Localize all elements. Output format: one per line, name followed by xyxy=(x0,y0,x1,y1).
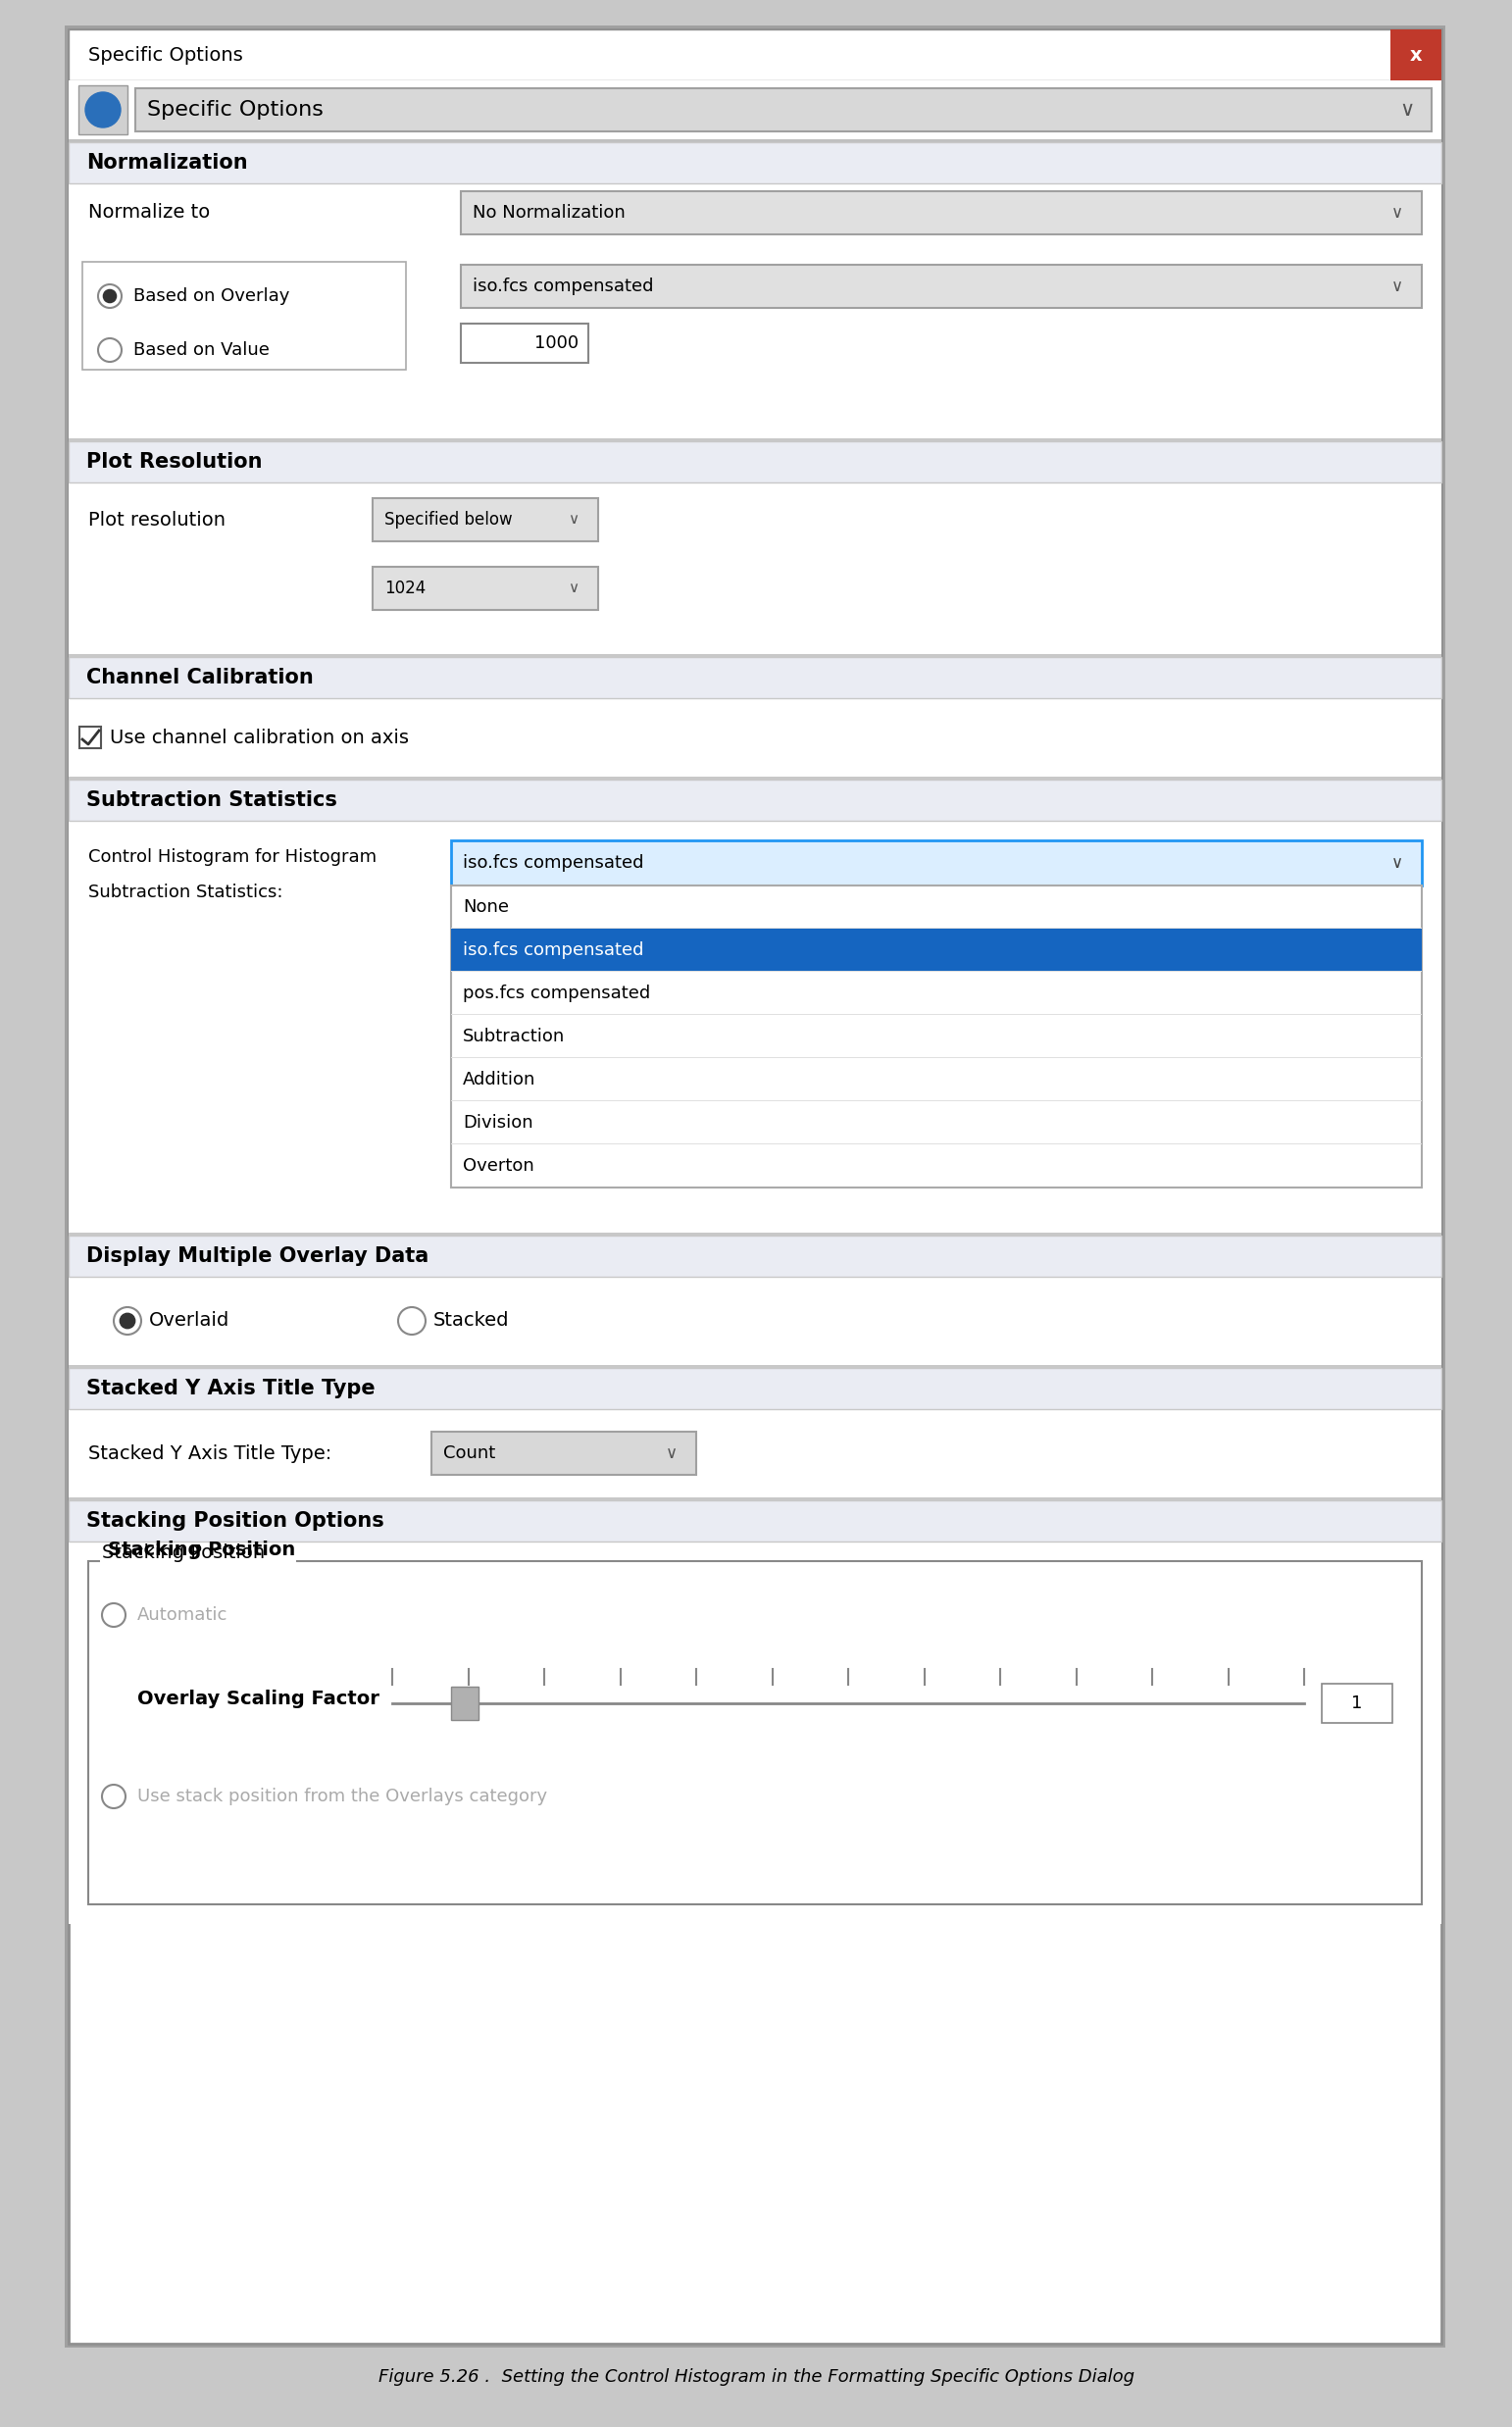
Bar xyxy=(68,653,1441,658)
Bar xyxy=(68,483,1441,653)
Bar xyxy=(68,1497,1441,1500)
Text: Addition: Addition xyxy=(463,1070,535,1087)
Text: Division: Division xyxy=(463,1114,534,1131)
Text: Specific Options: Specific Options xyxy=(88,46,243,63)
Bar xyxy=(68,1541,1441,1925)
Text: Specified below: Specified below xyxy=(384,512,513,529)
Text: Stacked Y Axis Title Type: Stacked Y Axis Title Type xyxy=(86,1379,375,1398)
Text: x: x xyxy=(1409,46,1423,63)
Bar xyxy=(68,1364,1441,1369)
Text: Stacking Position: Stacking Position xyxy=(107,1541,295,1558)
Bar xyxy=(88,1561,1421,1905)
Text: ∨: ∨ xyxy=(1391,204,1403,221)
Text: Plot Resolution: Plot Resolution xyxy=(86,451,262,471)
Bar xyxy=(451,886,1421,1187)
Text: Overlaid: Overlaid xyxy=(150,1311,230,1330)
Bar xyxy=(451,840,1421,886)
Bar xyxy=(80,726,101,748)
Bar xyxy=(68,820,1441,1233)
Text: Use stack position from the Overlays category: Use stack position from the Overlays cat… xyxy=(138,1789,547,1806)
Text: Based on Overlay: Based on Overlay xyxy=(133,286,290,306)
Text: ∨: ∨ xyxy=(569,512,579,527)
Bar xyxy=(461,323,588,362)
Text: 1000: 1000 xyxy=(534,335,579,352)
Bar xyxy=(68,138,1441,143)
Text: Stacked Y Axis Title Type:: Stacked Y Axis Title Type: xyxy=(88,1444,331,1463)
Bar xyxy=(1391,29,1441,80)
Text: 1: 1 xyxy=(1352,1694,1362,1711)
Text: Stacking Position: Stacking Position xyxy=(101,1544,265,1563)
Bar xyxy=(68,1235,1441,1277)
Bar xyxy=(372,498,599,541)
Bar xyxy=(68,1369,1441,1410)
Bar xyxy=(68,1410,1441,1497)
Text: ∨: ∨ xyxy=(1391,854,1403,871)
Text: iso.fcs compensated: iso.fcs compensated xyxy=(463,942,644,959)
Circle shape xyxy=(85,92,121,129)
Bar xyxy=(68,143,1441,184)
Text: Channel Calibration: Channel Calibration xyxy=(86,667,313,687)
Text: Subtraction Statistics:: Subtraction Statistics: xyxy=(88,883,283,900)
Text: None: None xyxy=(463,898,510,915)
Bar xyxy=(68,779,1441,820)
Bar xyxy=(68,777,1441,779)
Bar xyxy=(68,29,1441,80)
Text: 1024: 1024 xyxy=(384,580,426,597)
Circle shape xyxy=(103,289,116,303)
Text: Specific Options: Specific Options xyxy=(147,100,324,119)
Text: ∨: ∨ xyxy=(569,580,579,595)
Text: Control Histogram for Histogram: Control Histogram for Histogram xyxy=(88,847,376,866)
Text: pos.fcs compensated: pos.fcs compensated xyxy=(463,985,650,1002)
Text: Overlay Scaling Factor: Overlay Scaling Factor xyxy=(138,1689,380,1709)
Text: ∨: ∨ xyxy=(1391,277,1403,296)
Bar xyxy=(431,1432,696,1476)
Text: Normalization: Normalization xyxy=(86,153,248,172)
Text: Automatic: Automatic xyxy=(138,1607,228,1624)
Bar xyxy=(452,1687,479,1721)
Text: ∨: ∨ xyxy=(665,1444,677,1461)
Bar xyxy=(68,439,1441,442)
Text: Use channel calibration on axis: Use channel calibration on axis xyxy=(110,728,408,748)
Bar xyxy=(100,1544,296,1563)
Text: iso.fcs compensated: iso.fcs compensated xyxy=(463,854,644,871)
Text: Normalize to: Normalize to xyxy=(88,204,210,223)
Bar xyxy=(68,1233,1441,1235)
Text: Plot resolution: Plot resolution xyxy=(88,510,225,529)
Bar xyxy=(79,85,127,133)
Text: Subtraction Statistics: Subtraction Statistics xyxy=(86,791,337,811)
Text: Stacking Position Options: Stacking Position Options xyxy=(86,1512,384,1531)
Circle shape xyxy=(119,1313,135,1328)
Text: No Normalization: No Normalization xyxy=(473,204,626,221)
Bar xyxy=(68,184,1441,439)
Bar xyxy=(82,262,405,369)
Bar xyxy=(135,87,1432,131)
Bar xyxy=(451,930,1421,971)
Text: Overton: Overton xyxy=(463,1158,534,1175)
Bar xyxy=(68,80,1441,138)
Text: Based on Value: Based on Value xyxy=(133,342,269,359)
Text: Subtraction: Subtraction xyxy=(463,1027,565,1046)
Text: Count: Count xyxy=(443,1444,496,1461)
Text: Stacked: Stacked xyxy=(434,1311,510,1330)
Bar xyxy=(372,568,599,609)
Text: Display Multiple Overlay Data: Display Multiple Overlay Data xyxy=(86,1247,429,1267)
Bar xyxy=(1321,1684,1393,1723)
Bar xyxy=(461,265,1421,308)
Bar xyxy=(68,442,1441,483)
Text: Figure 5.26 .  Setting the Control Histogram in the Formatting Specific Options : Figure 5.26 . Setting the Control Histog… xyxy=(378,2369,1134,2386)
Bar xyxy=(68,699,1441,777)
Text: iso.fcs compensated: iso.fcs compensated xyxy=(473,277,653,296)
Bar xyxy=(68,1500,1441,1541)
Bar xyxy=(68,658,1441,699)
Text: ∨: ∨ xyxy=(1400,100,1415,119)
Bar xyxy=(68,1277,1441,1364)
Bar xyxy=(461,192,1421,235)
